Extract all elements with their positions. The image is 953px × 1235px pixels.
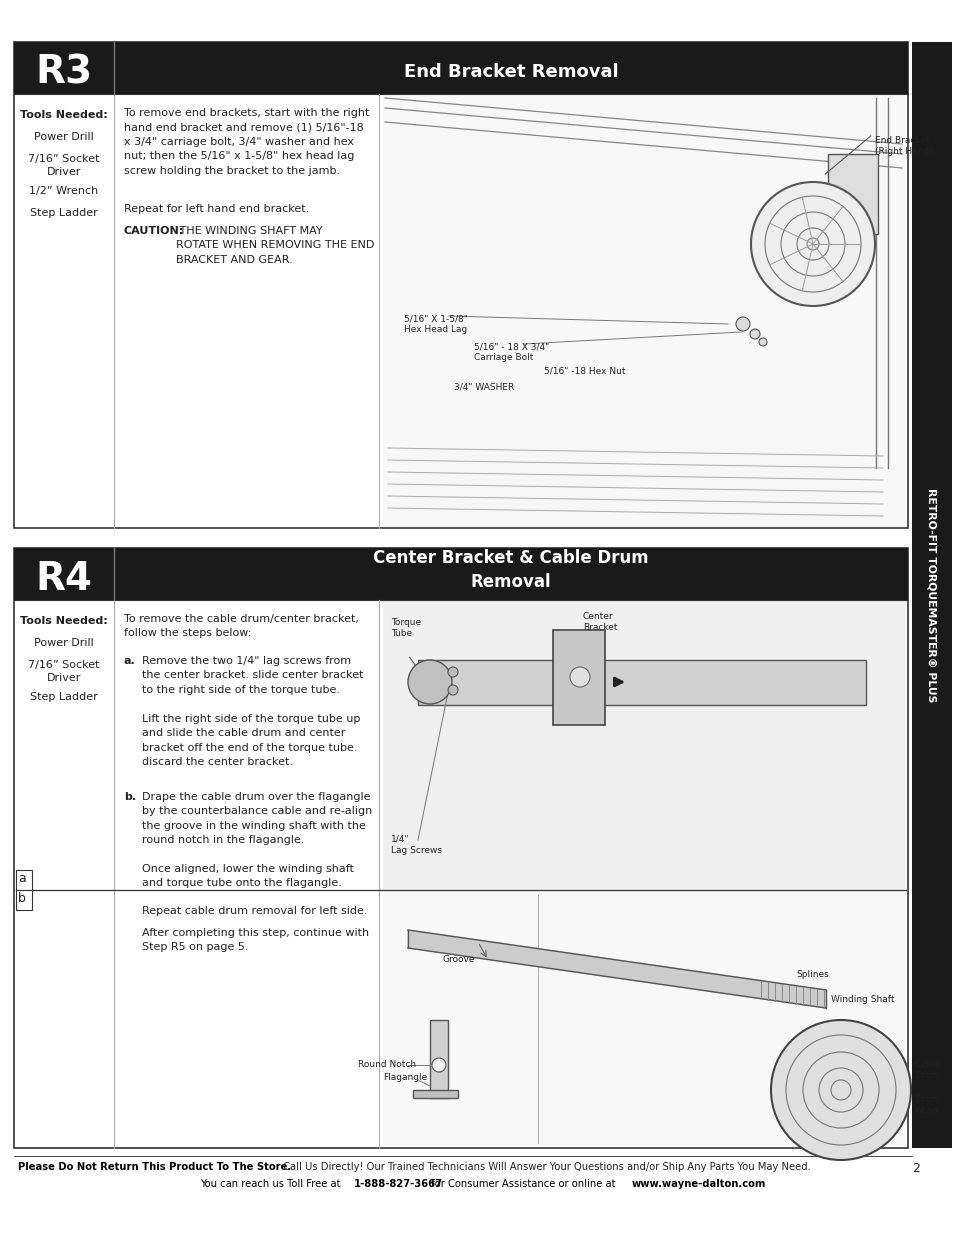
Text: 5/16" X 1-5/8"
Hex Head Lag: 5/16" X 1-5/8" Hex Head Lag: [403, 314, 467, 335]
Text: Torque
Tube: Torque Tube: [391, 618, 420, 638]
Bar: [911, 42, 951, 1149]
Circle shape: [408, 659, 452, 704]
Circle shape: [569, 667, 589, 687]
Text: CAUTION:: CAUTION:: [124, 226, 184, 236]
Bar: [553, 630, 604, 725]
Circle shape: [448, 667, 457, 677]
Bar: [14, 548, 907, 1149]
Circle shape: [448, 685, 457, 695]
Text: Tools Needed:: Tools Needed:: [20, 110, 108, 120]
Text: Round Notch: Round Notch: [357, 1060, 416, 1070]
Text: a.: a.: [124, 656, 135, 666]
Text: Groove: Groove: [442, 955, 475, 965]
Text: Drape the cable drum over the flagangle
by the counterbalance cable and re-align: Drape the cable drum over the flagangle …: [142, 792, 372, 845]
Text: Center
Bracket: Center Bracket: [582, 613, 617, 632]
Text: To remove end brackets, start with the right
hand end bracket and remove (1) 5/1: To remove end brackets, start with the r…: [124, 107, 369, 175]
Bar: [16, 890, 32, 910]
Bar: [413, 1091, 457, 1098]
Text: End Bracket
(Right Hand): End Bracket (Right Hand): [874, 136, 932, 156]
Circle shape: [750, 182, 874, 306]
Bar: [14, 548, 113, 600]
Text: Power Drill: Power Drill: [34, 638, 93, 648]
Text: Please Do Not Return This Product To The Store.: Please Do Not Return This Product To The…: [18, 1162, 291, 1172]
Text: b.: b.: [124, 792, 136, 802]
Text: Drum
Wrap: Drum Wrap: [914, 1095, 939, 1115]
Text: End Bracket Removal: End Bracket Removal: [403, 63, 618, 82]
Text: Cable
Drum: Cable Drum: [914, 1060, 940, 1081]
Bar: [382, 890, 905, 1146]
Text: 7/16” Socket
Driver: 7/16” Socket Driver: [29, 659, 100, 683]
Text: Step Ladder: Step Ladder: [30, 207, 98, 219]
Bar: [14, 42, 907, 94]
Bar: [16, 869, 32, 890]
Text: R4: R4: [35, 559, 92, 598]
Text: a: a: [18, 872, 26, 885]
Text: THE WINDING SHAFT MAY
ROTATE WHEN REMOVING THE END
BRACKET AND GEAR.: THE WINDING SHAFT MAY ROTATE WHEN REMOVI…: [175, 226, 374, 264]
Text: 2: 2: [911, 1162, 919, 1174]
Bar: [417, 659, 865, 705]
Text: R3: R3: [35, 54, 92, 91]
Text: Splines: Splines: [795, 969, 828, 979]
Bar: [14, 42, 113, 94]
Text: www.wayne-dalton.com: www.wayne-dalton.com: [631, 1179, 765, 1189]
Bar: [430, 1020, 448, 1098]
Text: After completing this step, continue with
Step R5 on page 5.: After completing this step, continue wit…: [142, 927, 369, 952]
Circle shape: [432, 1058, 446, 1072]
Text: Lift the right side of the torque tube up
and slide the cable drum and center
br: Lift the right side of the torque tube u…: [142, 714, 360, 767]
Text: Remove the two 1/4" lag screws from
the center bracket. slide center bracket
to : Remove the two 1/4" lag screws from the …: [142, 656, 363, 695]
Text: To remove the cable drum/center bracket,
follow the steps below:: To remove the cable drum/center bracket,…: [124, 614, 358, 638]
Bar: [14, 42, 907, 529]
Text: 3/4" WASHER: 3/4" WASHER: [454, 382, 514, 391]
Bar: [14, 548, 907, 600]
Circle shape: [770, 1020, 910, 1160]
Text: for Consumer Assistance or online at: for Consumer Assistance or online at: [428, 1179, 618, 1189]
Bar: [382, 95, 905, 527]
Circle shape: [735, 317, 749, 331]
Text: 1-888-827-3667: 1-888-827-3667: [354, 1179, 442, 1189]
Text: 1/2” Wrench: 1/2” Wrench: [30, 186, 98, 196]
Text: You can reach us Toll Free at: You can reach us Toll Free at: [200, 1179, 343, 1189]
Text: Tools Needed:: Tools Needed:: [20, 616, 108, 626]
Circle shape: [749, 329, 760, 338]
Text: Step Ladder: Step Ladder: [30, 692, 98, 701]
Text: b: b: [18, 892, 26, 905]
Bar: [382, 601, 905, 890]
Bar: [827, 154, 877, 233]
Text: Repeat cable drum removal for left side.: Repeat cable drum removal for left side.: [142, 906, 367, 916]
Text: Once aligned, lower the winding shaft
and torque tube onto the flagangle.: Once aligned, lower the winding shaft an…: [142, 864, 354, 888]
Text: 1/4"
Lag Screws: 1/4" Lag Screws: [391, 835, 441, 855]
Text: RETRO-FIT TORQUEMASTER® PLUS: RETRO-FIT TORQUEMASTER® PLUS: [926, 488, 936, 703]
Circle shape: [759, 338, 766, 346]
Text: 7/16” Socket
Driver: 7/16” Socket Driver: [29, 154, 100, 177]
Text: Power Drill: Power Drill: [34, 132, 93, 142]
Text: Flagangle: Flagangle: [382, 1073, 427, 1082]
Polygon shape: [408, 930, 825, 1008]
Text: Center Bracket & Cable Drum
Removal: Center Bracket & Cable Drum Removal: [373, 550, 648, 590]
Text: Winding Shaft: Winding Shaft: [830, 995, 894, 1004]
Text: 5/16" - 18 X 3/4"
Carriage Bolt: 5/16" - 18 X 3/4" Carriage Bolt: [474, 342, 549, 362]
Text: Repeat for left hand end bracket.: Repeat for left hand end bracket.: [124, 204, 309, 214]
Text: 5/16" -18 Hex Nut: 5/16" -18 Hex Nut: [543, 366, 625, 375]
Text: Call Us Directly! Our Trained Technicians Will Answer Your Questions and/or Ship: Call Us Directly! Our Trained Technician…: [280, 1162, 810, 1172]
